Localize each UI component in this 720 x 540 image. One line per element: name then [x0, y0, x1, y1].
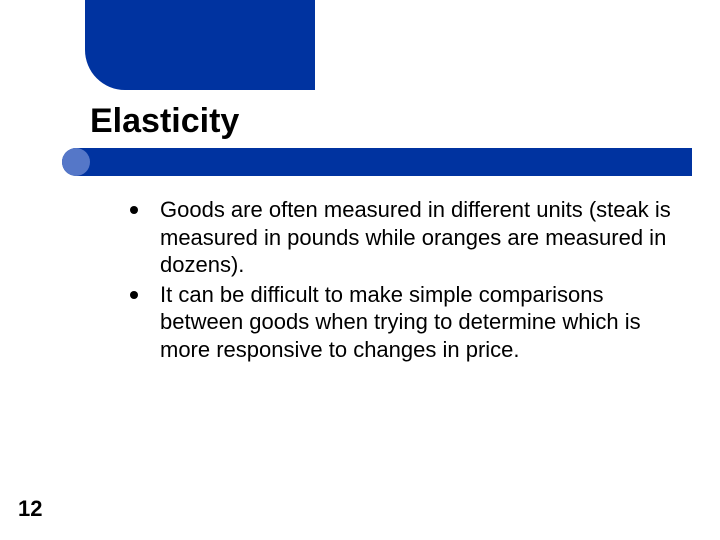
bullet-text: It can be difficult to make simple compa…: [160, 281, 690, 364]
bullet-list: Goods are often measured in different un…: [130, 196, 690, 365]
list-item: Goods are often measured in different un…: [130, 196, 690, 279]
page-number: 12: [18, 496, 42, 522]
slide-title: Elasticity: [90, 102, 239, 141]
title-underline-bar: [62, 148, 692, 176]
bullet-text: Goods are often measured in different un…: [160, 196, 690, 279]
bullet-icon: [130, 291, 138, 299]
bullet-icon: [130, 206, 138, 214]
list-item: It can be difficult to make simple compa…: [130, 281, 690, 364]
header-accent-block: [85, 0, 315, 90]
title-underline-endcap: [62, 148, 90, 176]
